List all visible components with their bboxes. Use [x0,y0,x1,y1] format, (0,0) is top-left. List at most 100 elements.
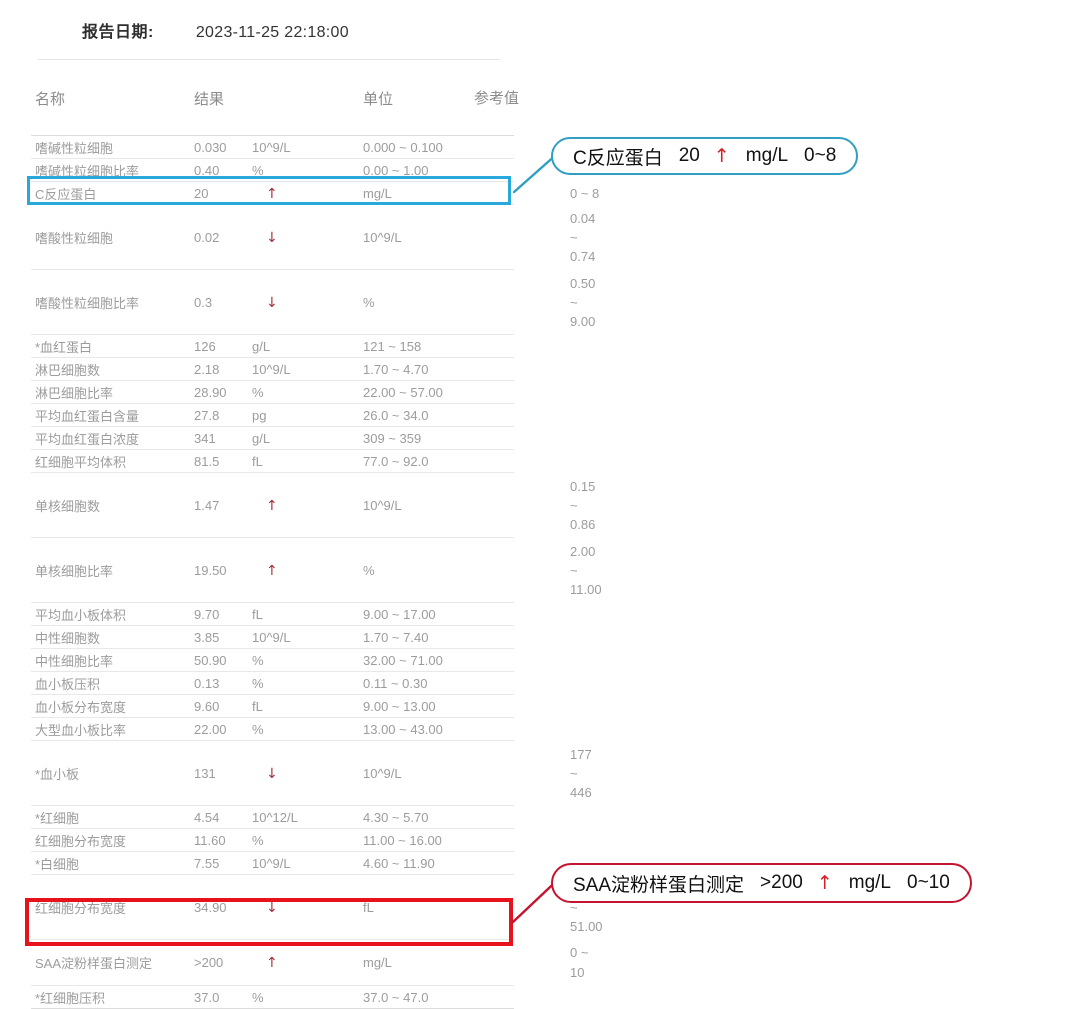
row-reference-range: 0 ~10 [570,943,621,983]
table-row[interactable]: 平均血红蛋白含量 27.8 pg 26.0 ~ 34.0 [31,404,514,427]
row-reference-range: 0.000 ~ 0.100 [363,139,443,155]
column-header-name: 名称 [35,91,66,108]
table-row[interactable]: 淋巴细胞比率 28.90% 22.00 ~ 57.00 [31,381,514,404]
row-reference-range: 0 ~ 8 [570,185,600,201]
down-arrow-icon: ↓ [252,766,363,781]
row-reference-range: 0.15 ~0.86 [570,477,621,534]
row-result-value: 0.030 [194,139,227,155]
table-row[interactable]: 单核细胞数 1.47 ↑ 10^9/L 0.15 ~0.86 [31,473,595,538]
row-unit: fL [252,698,263,714]
row-unit: % [363,562,375,578]
row-flag-glyph: ↓ [266,899,278,916]
table-row[interactable]: 平均血小板体积 9.70 fL 9.00 ~ 17.00 [31,603,514,626]
callout-crp-reference: 0~8 [804,145,837,166]
row-unit: fL [252,606,263,622]
table-row[interactable]: 血小板分布宽度 9.60 fL 9.00 ~ 13.00 [31,695,514,718]
row-reference-range: 0.50 ~9.00 [570,274,621,331]
reference-line: 0.04 [570,210,596,226]
row-test-name: 平均血小板体积 [35,607,127,623]
callout-saa-reference: 0~10 [907,872,950,893]
table-row[interactable]: 红细胞平均体积 81.5 fL 77.0 ~ 92.0 [31,450,514,473]
column-header-unit: 单位 [363,91,394,108]
table-row[interactable]: 大型血小板比率 22.00% 13.00 ~ 43.00 [31,718,514,741]
row-test-name: 红细胞平均体积 [35,454,127,470]
row-result-value: 50.90 [194,652,227,668]
table-row[interactable]: 中性细胞数 3.85 10^9/L 1.70 ~ 7.40 [31,626,514,649]
column-header-reference: 参考值 [474,90,520,107]
callout-saa: SAA淀粉样蛋白测定 >200 ↑ mg/L 0~10 [551,863,972,903]
table-row[interactable]: 嗜碱性粒细胞 0.030 10^9/L 0.000 ~ 0.100 [31,136,514,159]
table-row[interactable]: *红细胞压积 37.0% 37.0 ~ 47.0 [31,986,514,1009]
row-result-value: 4.54 [194,809,220,825]
row-result-value: 22.00 [194,721,227,737]
row-result-value: 131 [194,765,216,781]
row-test-name: 淋巴细胞比率 [35,385,114,401]
row-unit: 10^9/L [363,765,402,781]
up-arrow-icon: ↑ [713,145,730,167]
table-row[interactable]: 红细胞分布宽度 11.60% 11.00 ~ 16.00 [31,829,514,852]
row-reference-range: 0.04 ~0.74 [570,209,621,266]
row-reference-range: 309 ~ 359 [363,430,422,446]
table-row[interactable]: 平均血红蛋白浓度 341 g/L 309 ~ 359 [31,427,514,450]
row-unit: 10^9/L [252,361,291,377]
reference-line: 10 [570,964,585,980]
row-result-value: 126 [194,338,216,354]
row-reference-range: 11.00 ~ 16.00 [363,832,442,848]
row-result-value: 81.5 [194,453,220,469]
reference-line: ~ [570,229,578,245]
up-arrow-icon: ↑ [252,563,363,578]
row-flag-glyph: ↑ [266,185,278,202]
row-unit: 10^9/L [363,497,402,513]
row-unit: 10^12/L [252,809,298,825]
table-row[interactable]: *白细胞 7.55 10^9/L 4.60 ~ 11.90 [31,852,514,875]
row-unit: g/L [252,338,271,354]
table-row[interactable]: 嗜酸性粒细胞 0.02 ↓ 10^9/L 0.04 ~0.74 [31,205,595,270]
up-arrow-icon: ↑ [252,498,363,513]
table-row[interactable]: 嗜碱性粒细胞比率 0.40% 0.00 ~ 1.00 [31,159,514,182]
row-result-value: >200 [194,955,224,970]
table-row[interactable]: SAA淀粉样蛋白测定 >200 ↑ mg/L 0 ~ 10 [31,940,588,986]
row-flag-glyph: ↓ [266,229,278,246]
header-divider [38,59,500,60]
row-test-name: 单核细胞比率 [35,563,114,579]
table-row[interactable]: C反应蛋白 20 ↑ mg/L 0 ~ 8 [31,182,599,205]
row-unit: g/L [252,430,271,446]
table-row[interactable]: 淋巴细胞数 2.18 10^9/L 1.70 ~ 4.70 [31,358,514,381]
row-result-value: 7.55 [194,855,220,871]
row-test-name: 平均血红蛋白含量 [35,408,140,424]
up-arrow-icon: ↑ [816,872,833,894]
row-reference-range: 121 ~ 158 [363,338,422,354]
table-row[interactable]: 血小板压积 0.13% 0.11 ~ 0.30 [31,672,514,695]
row-test-name: 红细胞分布宽度 [35,833,127,849]
row-unit: mg/L [363,185,392,201]
table-row[interactable]: 嗜酸性粒细胞比率 0.3 ↓% 0.50 ~9.00 [31,270,595,335]
row-result-value: 19.50 [194,562,227,578]
table-row[interactable]: *血小板 131 ↓ 10^9/L 177 ~446 [31,741,592,806]
reference-line: 0.86 [570,516,596,532]
callout-saa-value: >200 [760,872,803,893]
table-row[interactable]: *红细胞 4.54 10^12/L 4.30 ~ 5.70 [31,806,514,829]
row-reference-range: 13.00 ~ 43.00 [363,721,443,737]
row-unit: % [252,721,264,737]
row-unit: 10^9/L [252,139,291,155]
callout-saa-name: SAA淀粉样蛋白测定 [573,874,745,896]
report-header: 报告日期: 2023-11-25 22:18:00 [30,18,500,68]
reference-line: 0 ~ [570,944,589,960]
table-row[interactable]: *血红蛋白 126 g/L 121 ~ 158 [31,335,514,358]
table-row[interactable]: 中性细胞比率 50.90% 32.00 ~ 71.00 [31,649,514,672]
row-result-value: 341 [194,430,216,446]
report-date-label: 报告日期: [82,24,154,41]
row-result-value: 0.40 [194,162,220,178]
table-row[interactable]: 单核细胞比率 19.50 ↑% 2.00 ~11.00 [31,538,602,603]
row-flag-glyph: ↑ [266,562,278,579]
reference-line: ~ [570,294,578,310]
row-reference-range: 2.00 ~11.00 [570,542,621,599]
row-reference-range: 37.0 ~ 47.0 [363,989,429,1005]
row-result-value: 9.60 [194,698,220,714]
row-unit: % [252,989,264,1005]
row-flag-glyph: ↑ [266,497,278,514]
row-reference-range: 0.00 ~ 1.00 [363,162,429,178]
row-unit: pg [252,407,267,423]
column-header-result: 结果 [194,91,225,108]
